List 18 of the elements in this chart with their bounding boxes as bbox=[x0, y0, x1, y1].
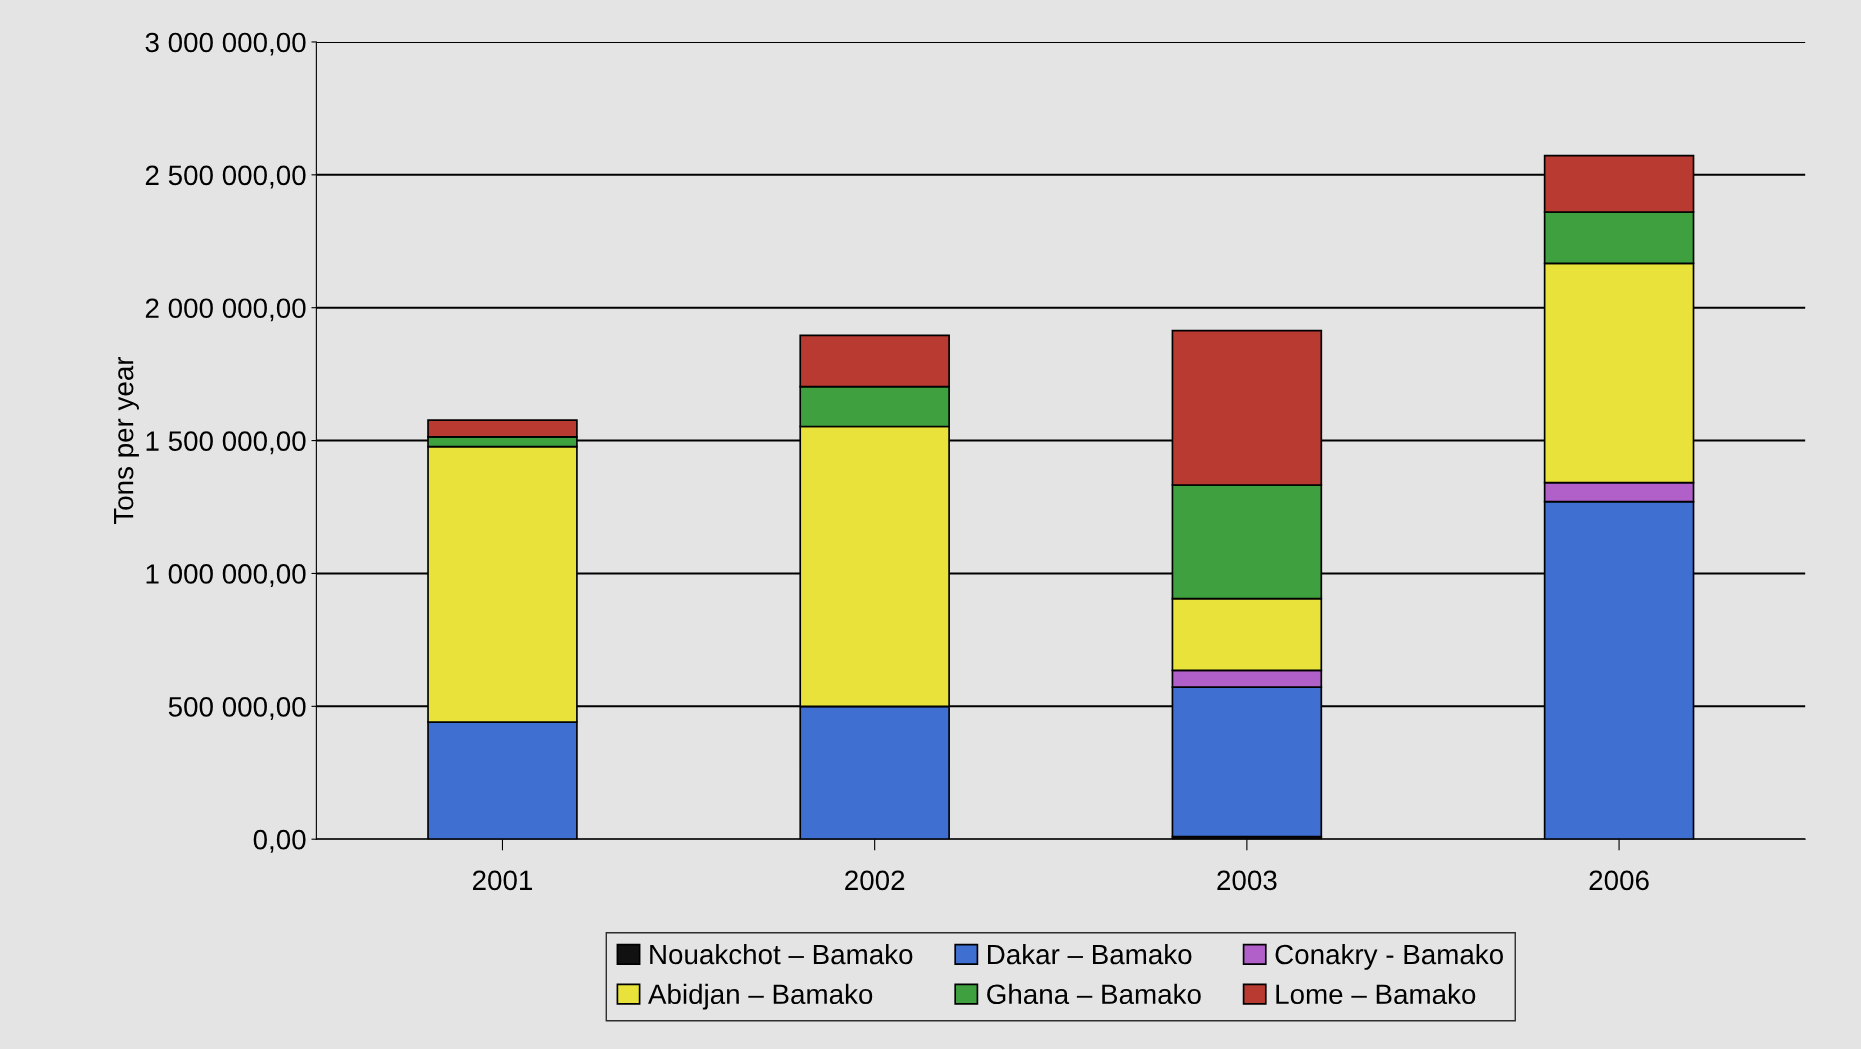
y-tick-label: 2 500 000,00 bbox=[145, 165, 306, 189]
y-tick-label: 1 500 000,00 bbox=[146, 431, 306, 455]
y-tick-label: 500 000,00 bbox=[168, 696, 306, 720]
y-tick-label: 0,00 bbox=[253, 829, 306, 853]
legend-label: Nouakchot – Bamako bbox=[650, 943, 913, 965]
legend-label: Dakar – Bamako bbox=[988, 943, 1192, 965]
x-tick-label: 2001 bbox=[472, 870, 533, 891]
legend-label: Abidjan – Bamako bbox=[648, 983, 873, 1010]
y-axis-title: Tons per year bbox=[114, 356, 139, 525]
legend-label: Conakry - Bamako bbox=[1275, 943, 1503, 970]
y-tick-label: 3 000 000,00 bbox=[145, 32, 306, 56]
legend-label: Ghana – Bamako bbox=[987, 983, 1201, 1005]
legend-label: Lome – Bamako bbox=[1276, 983, 1476, 1005]
y-tick-label: 2 000 000,00 bbox=[145, 298, 306, 322]
x-tick-label: 2006 bbox=[1589, 870, 1649, 891]
x-tick-label: 2002 bbox=[845, 870, 905, 891]
x-tick-label: 2003 bbox=[1217, 870, 1277, 891]
y-tick-label: 1 000 000,00 bbox=[146, 564, 306, 588]
